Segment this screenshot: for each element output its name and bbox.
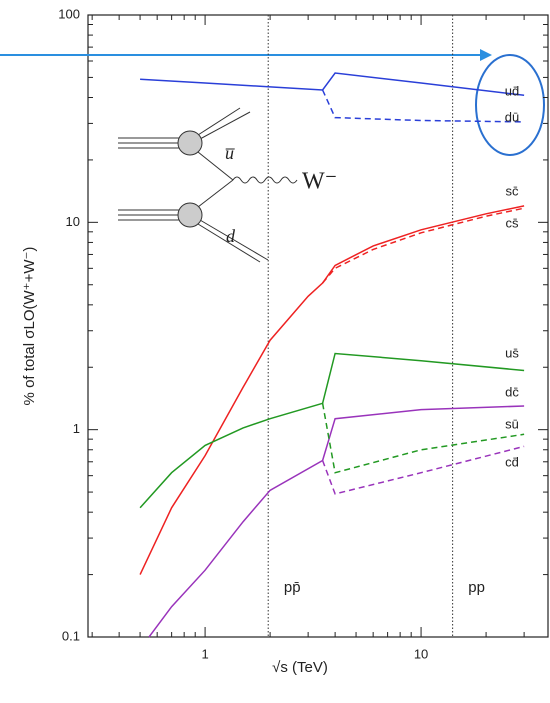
arrow-head (480, 49, 492, 61)
series-label: us̄ (505, 345, 519, 360)
series-line (321, 445, 525, 495)
x-axis-label: √s (TeV) (272, 659, 328, 676)
reference-label: pp̄ (284, 579, 301, 596)
y-tick-label: 10 (66, 214, 80, 229)
y-axis-label: % of total σLO(W⁺+W⁻) (21, 247, 38, 406)
series-line (139, 205, 525, 575)
diagram-label: W⁻ (302, 169, 337, 195)
series-label: dc̄ (505, 384, 519, 399)
diagram-label: u̅ (225, 143, 235, 163)
series-line (321, 89, 525, 123)
highlight-ellipse (475, 54, 545, 156)
x-tick-label: 10 (414, 646, 428, 661)
series-label: cd̄ (505, 454, 519, 469)
series-label: sū (505, 416, 519, 431)
series-label: dū (505, 109, 519, 124)
y-tick-label: 100 (58, 6, 80, 21)
series-line (140, 72, 525, 97)
diagram-label: d (226, 226, 236, 246)
series-label: cs̄ (506, 215, 520, 230)
y-tick-label: 1 (73, 421, 80, 436)
series-line (321, 403, 525, 474)
feynman-diagram (118, 107, 298, 263)
x-tick-label: 1 (201, 646, 208, 661)
y-tick-label: 0.1 (62, 628, 80, 643)
series-label: ud̄ (505, 83, 519, 98)
series-line (139, 352, 525, 509)
reference-label: pp (468, 579, 485, 596)
series-label: sc̄ (506, 183, 520, 198)
plot-frame (87, 14, 549, 638)
series-line (322, 207, 525, 284)
series-line (148, 405, 525, 638)
